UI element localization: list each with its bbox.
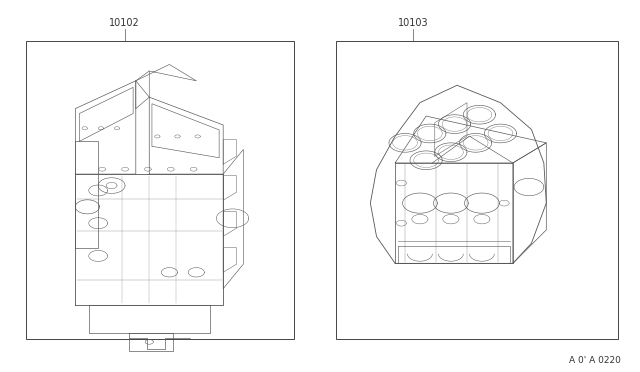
Text: 10103: 10103: [397, 18, 428, 28]
Bar: [336, 41, 618, 339]
Text: 10102: 10102: [109, 18, 140, 28]
Bar: [26, 41, 294, 339]
Text: A 0' A 0220: A 0' A 0220: [569, 356, 621, 365]
